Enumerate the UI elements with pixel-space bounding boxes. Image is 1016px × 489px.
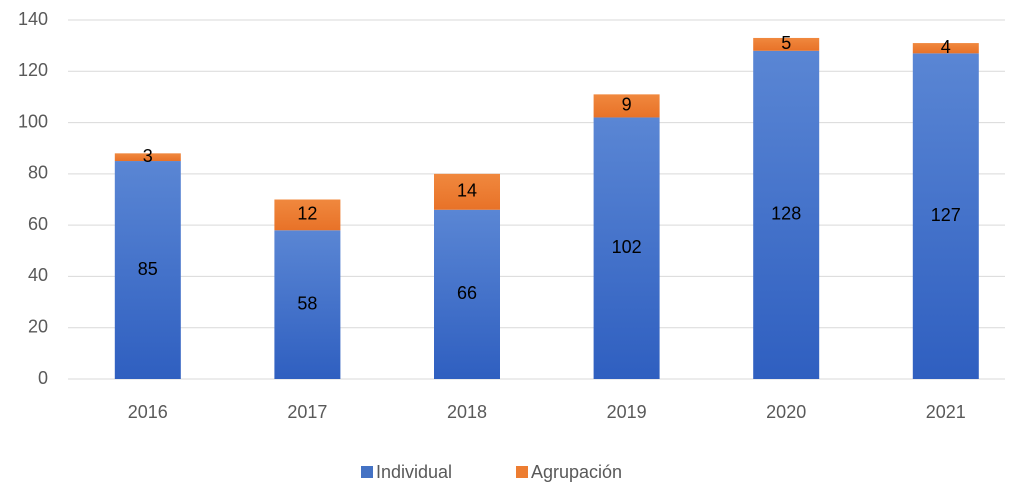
- data-label: 12: [297, 204, 317, 224]
- x-tick-label: 2020: [766, 402, 806, 422]
- bar-segment: [593, 117, 660, 379]
- y-tick-label: 100: [18, 111, 48, 131]
- legend-label: Individual: [376, 462, 452, 482]
- data-label: 4: [941, 37, 951, 57]
- y-tick-label: 80: [28, 163, 48, 183]
- data-label: 127: [931, 205, 961, 225]
- y-tick-label: 120: [18, 60, 48, 80]
- legend-label: Agrupación: [531, 462, 622, 482]
- x-tick-label: 2021: [926, 402, 966, 422]
- data-label: 9: [622, 95, 632, 115]
- data-label: 102: [612, 237, 642, 257]
- y-tick-label: 0: [38, 368, 48, 388]
- data-label: 3: [143, 146, 153, 166]
- bar-segment: [912, 43, 979, 54]
- bar-segment: [912, 53, 979, 379]
- bar-segment: [593, 94, 660, 118]
- data-label: 85: [138, 259, 158, 279]
- x-tick-label: 2017: [287, 402, 327, 422]
- y-tick-label: 140: [18, 9, 48, 29]
- bar-segment: [274, 230, 341, 379]
- data-label: 128: [771, 204, 801, 224]
- y-tick-label: 40: [28, 265, 48, 285]
- bar-segment: [753, 50, 820, 380]
- x-tick-label: 2019: [607, 402, 647, 422]
- data-label: 5: [781, 33, 791, 53]
- data-label: 58: [297, 293, 317, 313]
- bar-segment: [114, 161, 181, 379]
- legend-swatch: [516, 466, 528, 478]
- x-tick-label: 2018: [447, 402, 487, 422]
- x-tick-label: 2016: [128, 402, 168, 422]
- bar-segment: [434, 209, 500, 379]
- y-tick-label: 20: [28, 316, 48, 336]
- y-tick-label: 60: [28, 214, 48, 234]
- data-label: 66: [457, 283, 477, 303]
- bar-segment: [274, 199, 341, 231]
- bar-segment: [114, 153, 181, 162]
- data-label: 14: [457, 181, 477, 201]
- legend-swatch: [361, 466, 373, 478]
- bar-segment: [434, 173, 500, 210]
- bar-segment: [753, 37, 820, 51]
